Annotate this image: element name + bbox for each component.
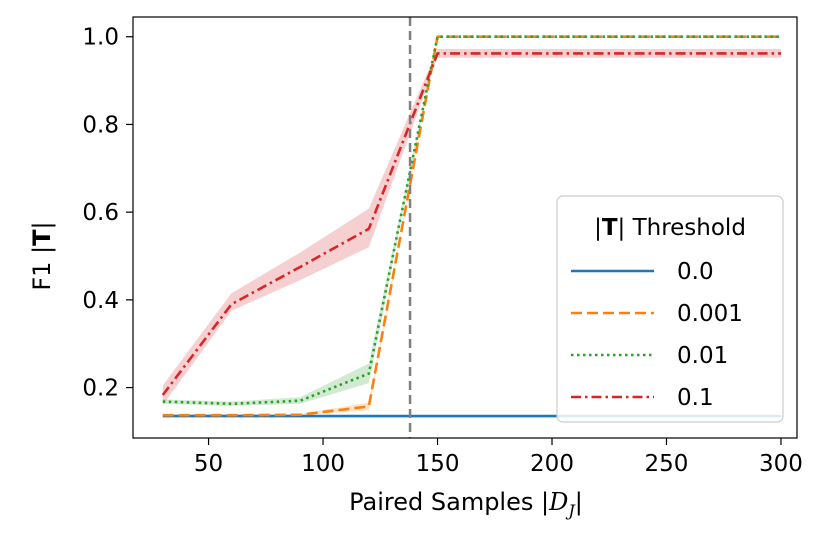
legend-title-suffix: | Threshold: [618, 215, 746, 241]
x-tick-label: 300: [759, 451, 803, 477]
y-tick-label: 0.8: [82, 112, 119, 138]
x-axis-title-math-symbol: D: [548, 488, 568, 516]
legend-label-0.1: 0.1: [677, 385, 714, 411]
x-tick-label: 100: [301, 451, 345, 477]
y-tick-label: 0.2: [82, 376, 119, 402]
legend-label-0.01: 0.01: [677, 343, 728, 369]
legend-title: |T| Threshold: [594, 215, 746, 241]
legend-items: 0.0 0.001 0.01 0.1: [571, 259, 743, 411]
legend-box: [556, 195, 784, 423]
legend-label-0.0: 0.0: [677, 259, 714, 285]
x-axis-title: Paired Samples |DJ|: [349, 488, 583, 520]
legend-title-prefix: |: [594, 215, 602, 241]
legend: |T| Threshold 0.0 0.001 0.01 0.1: [556, 195, 784, 423]
x-axis-title-math-subscript: J: [565, 501, 576, 520]
x-tick-label: 50: [194, 451, 223, 477]
y-axis-title-suffix: |: [28, 221, 56, 229]
y-axis-title-bold: T: [28, 229, 56, 246]
series-line-0.01: [162, 35, 781, 406]
y-axis-ticks: 0.2 0.4 0.6 0.8 1.0: [82, 25, 133, 402]
x-axis-title-text: Paired Samples |: [349, 488, 549, 516]
x-axis-ticks: 50 100 150 200 250 300: [194, 438, 803, 477]
series-line-0.1: [161, 52, 781, 396]
x-tick-label: 250: [645, 451, 689, 477]
y-tick-label: 1.0: [82, 25, 119, 51]
x-tick-label: 200: [530, 451, 574, 477]
y-tick-label: 0.6: [82, 200, 119, 226]
plot-frame: [132, 16, 798, 439]
legend-title-bold: T: [602, 215, 618, 241]
legend-label-0.001: 0.001: [677, 301, 743, 327]
x-axis-title-close: |: [575, 488, 583, 516]
y-axis-title-prefix: F1 |: [28, 246, 56, 291]
x-tick-label: 150: [416, 451, 460, 477]
y-axis-title: F1 |T|: [28, 221, 56, 290]
y-tick-label: 0.4: [82, 288, 119, 314]
